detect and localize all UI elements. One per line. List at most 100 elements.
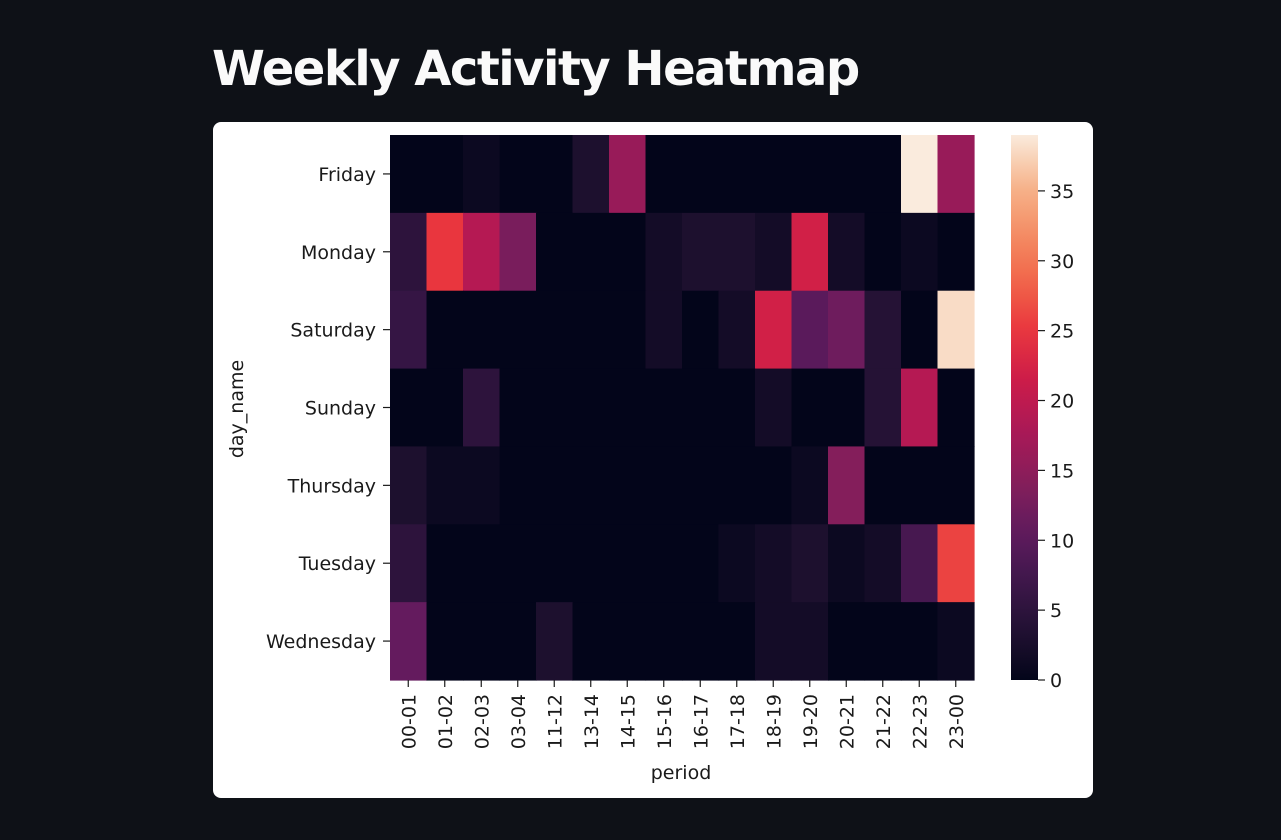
- heatmap-chart: Friday Monday Saturday Sunday Thursday Tuesda…: [226, 135, 1074, 784]
- heatmap-cell: [609, 368, 647, 448]
- heatmap-cell: [609, 212, 647, 292]
- x-tick-label: 17-18: [727, 694, 749, 749]
- heatmap-cell: [645, 602, 683, 681]
- heatmap-cell: [536, 446, 574, 525]
- heatmap-cell: [864, 602, 902, 681]
- heatmap-cell: [828, 602, 866, 681]
- heatmap-cell: [463, 524, 501, 603]
- y-tick-label: Wednesday: [266, 631, 376, 653]
- heatmap-cell: [937, 524, 975, 603]
- heatmap-cell: [718, 212, 756, 292]
- heatmap-cell: [645, 290, 683, 370]
- heatmap-cell: [390, 135, 428, 214]
- x-tick-label: 00-01: [398, 694, 420, 749]
- heatmap-cell: [426, 602, 464, 681]
- heatmap-cell: [499, 446, 537, 525]
- colorbar-ticks: 0 5 10 15 20 25 30 35: [1038, 181, 1074, 692]
- heatmap-cell: [901, 446, 939, 525]
- heatmap-cell: [937, 446, 975, 525]
- heatmap-cell: [828, 368, 866, 448]
- heatmap-cell: [499, 290, 537, 370]
- heatmap-cell: [937, 602, 975, 681]
- heatmap-cell: [572, 446, 610, 525]
- heatmap-cell: [718, 602, 756, 681]
- heatmap-cell: [609, 524, 647, 603]
- heatmap-cell: [901, 212, 939, 292]
- heatmap-cell: [645, 212, 683, 292]
- y-tick-label: Monday: [301, 242, 376, 264]
- heatmap-cell: [390, 368, 428, 448]
- heatmap-cell: [499, 212, 537, 292]
- x-tick-label: 19-20: [800, 694, 822, 749]
- y-tick-label: Friday: [318, 164, 376, 186]
- heatmap-cell: [645, 135, 683, 214]
- heatmap-cell: [645, 524, 683, 603]
- x-tick-label: 03-04: [508, 694, 530, 749]
- heatmap-cell: [609, 602, 647, 681]
- heatmap-cell: [791, 135, 829, 214]
- x-tick-label: 15-16: [654, 694, 676, 749]
- heatmap-cell: [645, 368, 683, 448]
- heatmap-cell: [682, 290, 720, 370]
- heatmap-cell: [937, 290, 975, 370]
- heatmap-cell: [937, 135, 975, 214]
- colorbar-tick-label: 25: [1050, 321, 1074, 343]
- y-axis-label: day_name: [226, 360, 248, 458]
- heatmap-cell: [901, 135, 939, 214]
- heatmap-cell: [755, 135, 793, 214]
- heatmap-cell: [463, 212, 501, 292]
- colorbar: [1011, 135, 1038, 680]
- x-tick-label: 13-14: [581, 694, 603, 749]
- colorbar-tick-label: 5: [1050, 600, 1062, 622]
- heatmap-cell: [499, 602, 537, 681]
- heatmap-cell: [828, 135, 866, 214]
- heatmap-cell: [609, 290, 647, 370]
- heatmap-cell: [791, 446, 829, 525]
- y-tick-label: Sunday: [305, 398, 376, 420]
- colorbar-tick-label: 0: [1050, 670, 1062, 692]
- heatmap-cell: [390, 524, 428, 603]
- colorbar-tick-label: 30: [1050, 251, 1074, 273]
- x-tick-label: 11-12: [544, 694, 566, 749]
- heatmap-cell: [791, 290, 829, 370]
- heatmap-cells: [390, 135, 975, 681]
- heatmap-cell: [463, 446, 501, 525]
- heatmap-cell: [682, 602, 720, 681]
- x-axis-label: period: [651, 762, 712, 784]
- heatmap-cell: [572, 290, 610, 370]
- heatmap-cell: [390, 602, 428, 681]
- heatmap-cell: [864, 290, 902, 370]
- heatmap-cell: [390, 446, 428, 525]
- heatmap-cell: [609, 446, 647, 525]
- heatmap-cell: [864, 446, 902, 525]
- heatmap-cell: [536, 212, 574, 292]
- heatmap-cell: [682, 446, 720, 525]
- heatmap-cell: [937, 212, 975, 292]
- heatmap-cell: [755, 212, 793, 292]
- heatmap-cell: [463, 135, 501, 214]
- heatmap-cell: [572, 212, 610, 292]
- heatmap-cell: [536, 368, 574, 448]
- heatmap-cell: [755, 602, 793, 681]
- heatmap-cell: [536, 524, 574, 603]
- x-tick-label: 16-17: [690, 694, 712, 749]
- heatmap-cell: [791, 368, 829, 448]
- heatmap-cell: [901, 602, 939, 681]
- page-title: Weekly Activity Heatmap: [212, 41, 860, 97]
- colorbar-tick-label: 10: [1050, 530, 1074, 552]
- heatmap-cell: [901, 368, 939, 448]
- heatmap-cell: [682, 368, 720, 448]
- heatmap-cell: [426, 524, 464, 603]
- heatmap-cell: [755, 290, 793, 370]
- heatmap-cell: [755, 446, 793, 525]
- y-tick-label: Saturday: [290, 320, 376, 342]
- heatmap-cell: [536, 290, 574, 370]
- heatmap-cell: [426, 212, 464, 292]
- heatmap-cell: [499, 524, 537, 603]
- heatmap-cell: [536, 602, 574, 681]
- heatmap-cell: [645, 446, 683, 525]
- heatmap-cell: [426, 368, 464, 448]
- heatmap-cell: [828, 446, 866, 525]
- heatmap-cell: [828, 212, 866, 292]
- heatmap-cell: [572, 602, 610, 681]
